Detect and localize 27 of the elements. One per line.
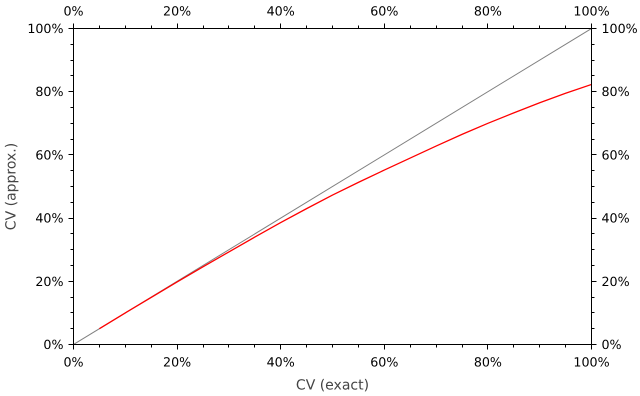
x2-tick-label: 20% xyxy=(163,354,192,370)
x2-tick-label: 80% xyxy=(474,354,502,370)
x-tick-label: 100% xyxy=(573,4,610,18)
x-tick-label: 80% xyxy=(474,4,502,18)
x-tick-label: 60% xyxy=(370,4,398,18)
y-tick-label: 0% xyxy=(43,337,64,352)
x-tick-label: 0% xyxy=(63,4,84,18)
x2-tick-label: 40% xyxy=(266,354,295,370)
y-tick-label: 40% xyxy=(35,210,64,226)
y2-tick-label: 0% xyxy=(602,337,622,352)
x-axis-title: CV (exact) xyxy=(296,378,370,394)
y2-tick-label: 80% xyxy=(602,84,630,100)
y2-tick-label: 40% xyxy=(602,210,630,226)
y2-tick-label: 60% xyxy=(602,147,630,162)
x2-tick-label: 0% xyxy=(63,354,84,370)
y2-tick-label: 20% xyxy=(602,274,630,289)
x2-tick-label: 100% xyxy=(573,354,610,370)
y-axis-title: CV (approx.) xyxy=(3,142,20,230)
y-tick-label: 60% xyxy=(35,147,64,162)
y2-tick-label: 100% xyxy=(602,21,638,36)
y-tick-label: 100% xyxy=(27,21,64,36)
line-series xyxy=(98,84,592,330)
x2-tick-label: 60% xyxy=(370,354,398,370)
y-tick-label: 20% xyxy=(35,274,64,289)
x-tick-label: 20% xyxy=(163,4,192,18)
x-tick-label: 40% xyxy=(266,4,295,18)
y-tick-label: 80% xyxy=(35,84,64,100)
